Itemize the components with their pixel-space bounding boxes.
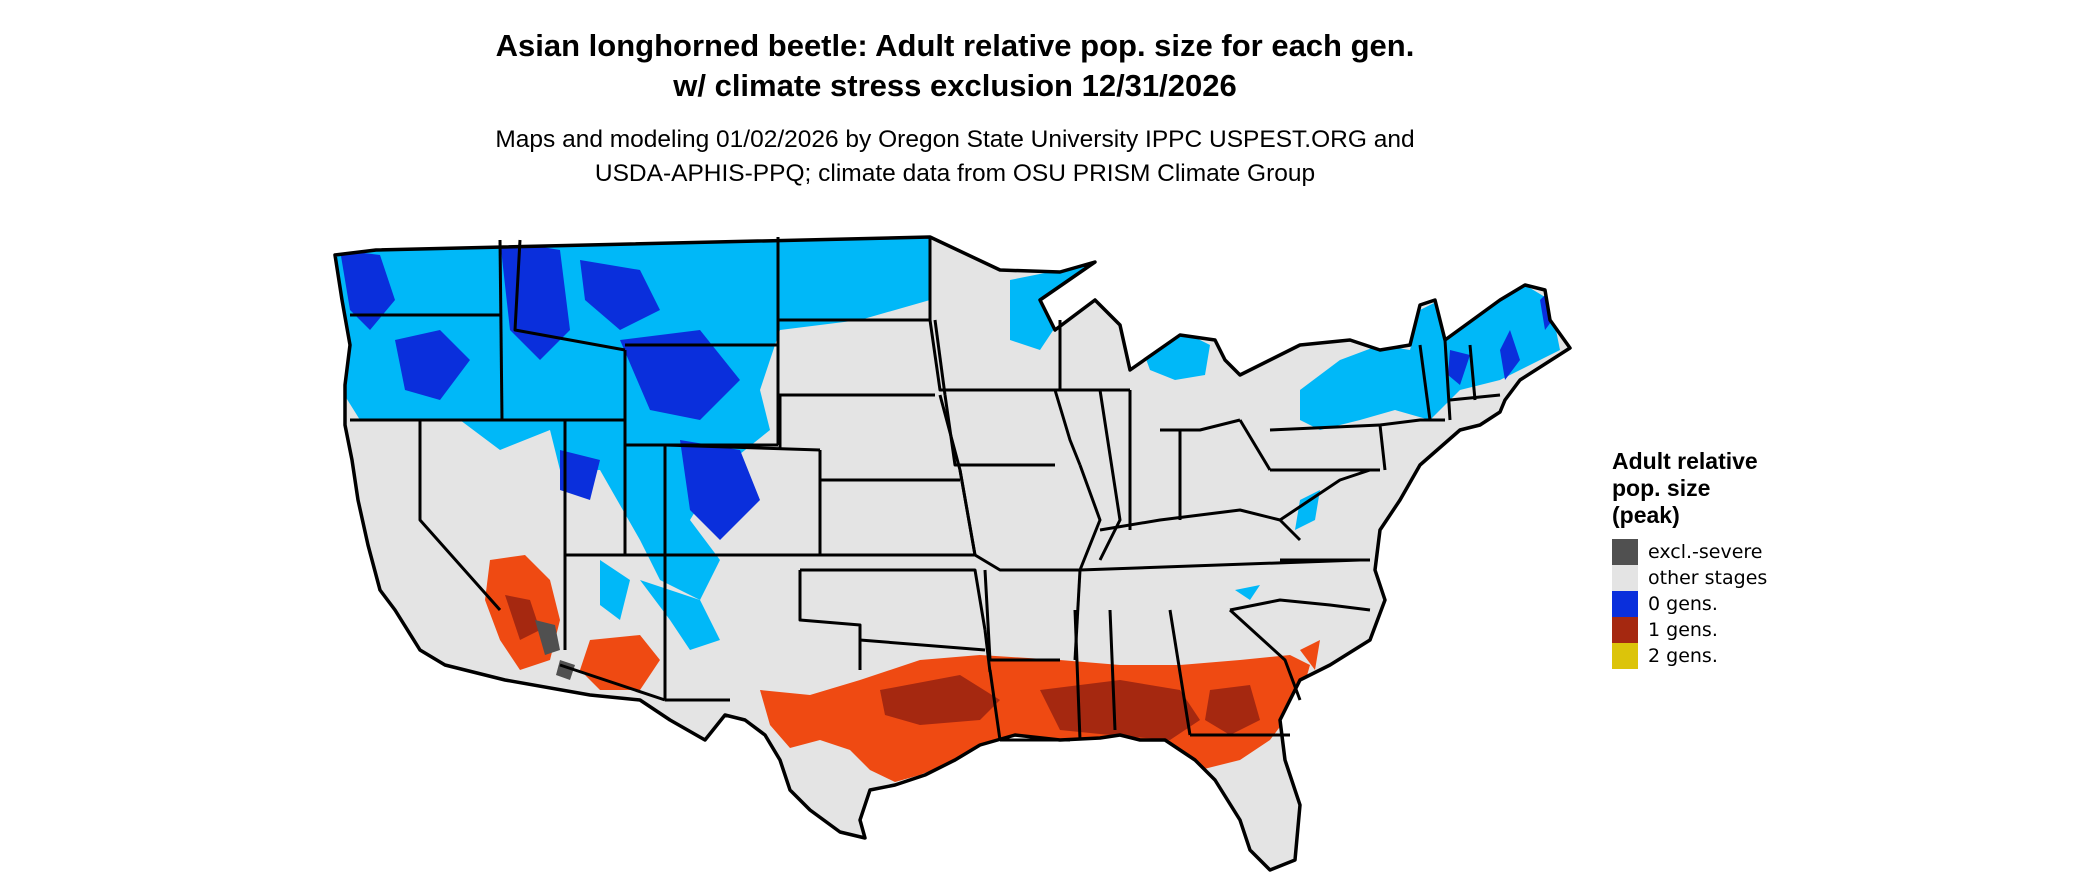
legend-title-line-2: pop. size	[1612, 475, 1711, 501]
legend-title-line-1: Adult relative	[1612, 448, 1758, 474]
legend-item-2-gens: 2 gens.	[1612, 643, 1852, 669]
legend-label: 1 gens.	[1648, 619, 1718, 641]
legend-label: other stages	[1648, 567, 1768, 589]
legend-item-excl-severe: excl.-severe	[1612, 539, 1852, 565]
legend-label: 2 gens.	[1648, 645, 1718, 667]
zero-gen-regions	[335, 237, 1560, 650]
map-title-line-1: Asian longhorned beetle: Adult relative …	[495, 28, 1415, 63]
legend-item-1-gens: 1 gens.	[1612, 617, 1852, 643]
legend-swatch	[1612, 591, 1638, 617]
map-title-line-2: w/ climate stress exclusion 12/31/2026	[673, 68, 1237, 103]
legend-title-line-3: (peak)	[1612, 502, 1680, 528]
state-borders	[350, 237, 1501, 742]
legend-label: excl.-severe	[1648, 541, 1763, 563]
map-subtitle-line-2: USDA-APHIS-PPQ; climate data from OSU PR…	[594, 160, 1316, 187]
legend-swatch	[1612, 617, 1638, 643]
legend-item-0-gens: 0 gens.	[1612, 591, 1852, 617]
legend-item-other-stages: other stages	[1612, 565, 1852, 591]
map-legend: Adult relative pop. size (peak) excl.-se…	[1612, 448, 1852, 669]
map-subtitle-line-1: Maps and modeling 01/02/2026 by Oregon S…	[495, 126, 1415, 153]
legend-swatch	[1612, 539, 1638, 565]
legend-swatch	[1612, 565, 1638, 591]
us-map	[333, 235, 1572, 872]
legend-title: Adult relative pop. size (peak)	[1612, 448, 1852, 529]
legend-swatch	[1612, 643, 1638, 669]
legend-label: 0 gens.	[1648, 593, 1718, 615]
